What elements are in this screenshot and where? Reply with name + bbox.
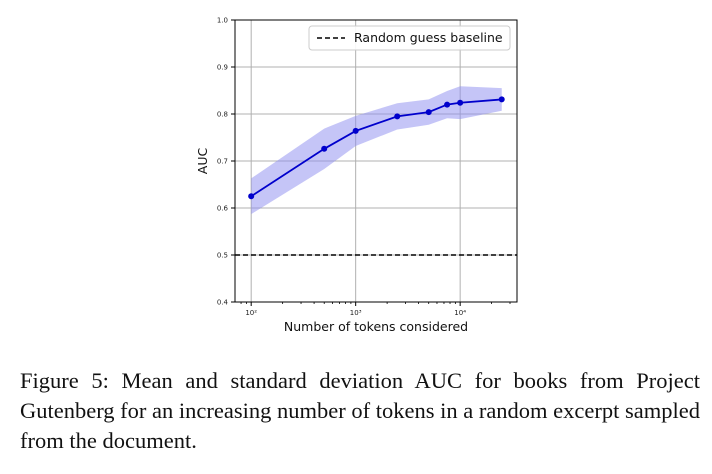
- y-ticks: 0.4 0.5 0.6 0.7 0.8 0.9 1.0: [217, 17, 235, 307]
- y-tick-label: 1.0: [217, 17, 228, 25]
- legend-box: [308, 25, 511, 51]
- std-band: [251, 86, 502, 215]
- data-point: [425, 109, 432, 116]
- x-ticks: 10² 10³ 10⁴: [240, 302, 511, 317]
- y-tick-label: 0.6: [217, 205, 229, 213]
- data-point: [321, 145, 328, 152]
- y-tick-label: 0.5: [217, 252, 228, 260]
- y-tick-label: 0.7: [217, 158, 228, 166]
- data-point: [444, 101, 451, 108]
- x-tick-label: 10⁴: [454, 309, 466, 317]
- x-tick-label: 10³: [350, 309, 362, 317]
- legend: Random guess baseline: [308, 25, 511, 51]
- y-tick-label: 0.4: [217, 299, 229, 307]
- y-tick-label: 0.8: [217, 111, 228, 119]
- legend-label: Random guess baseline: [354, 30, 503, 45]
- data-point: [248, 193, 255, 200]
- data-points: [248, 96, 505, 200]
- data-point: [394, 113, 401, 120]
- x-tick-label: 10²: [245, 309, 257, 317]
- x-axis-label: Number of tokens considered: [284, 319, 468, 334]
- data-point: [457, 99, 464, 106]
- figure-caption: Figure 5: Mean and standard deviation AU…: [20, 368, 700, 453]
- data-point: [352, 127, 359, 134]
- y-tick-label: 0.9: [217, 64, 228, 72]
- auc-line-chart: 0.4 0.5 0.6 0.7 0.8 0.9 1.0 10² 10³ 10⁴ Number o…: [195, 17, 518, 334]
- y-axis-label: AUC: [195, 148, 210, 175]
- data-point: [498, 96, 505, 103]
